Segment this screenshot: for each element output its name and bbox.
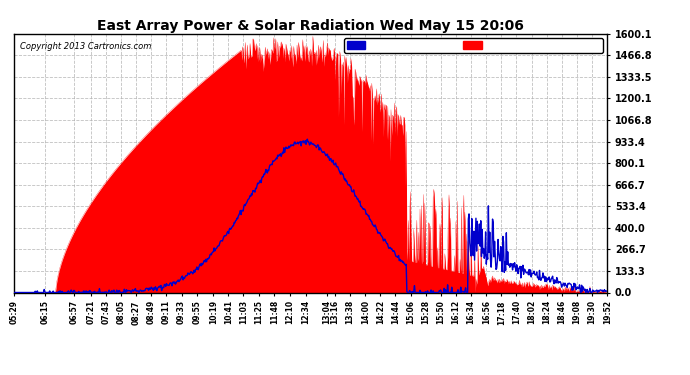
Title: East Array Power & Solar Radiation Wed May 15 20:06: East Array Power & Solar Radiation Wed M…	[97, 19, 524, 33]
Legend: Radiation (w/m2), East Array (DC Watts): Radiation (w/m2), East Array (DC Watts)	[344, 38, 602, 53]
Text: Copyright 2013 Cartronics.com: Copyright 2013 Cartronics.com	[20, 42, 151, 51]
